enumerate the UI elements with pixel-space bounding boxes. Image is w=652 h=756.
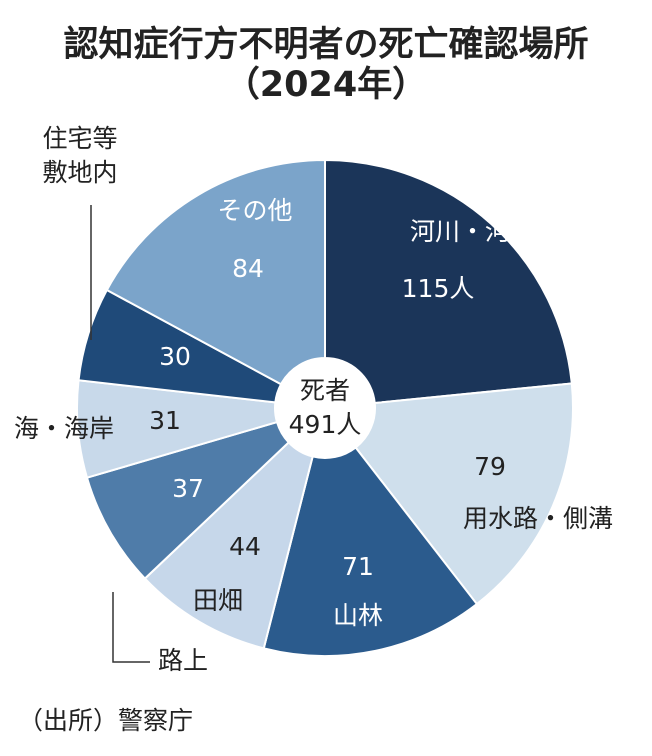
value-label: 30	[159, 342, 191, 371]
value-label: 84	[232, 254, 264, 283]
category-label: その他	[217, 196, 292, 225]
center-label: 死者	[300, 376, 350, 405]
slice	[354, 382, 574, 606]
category-label: 住宅等敷地内	[42, 124, 117, 187]
value-label: 79	[474, 452, 506, 481]
chart-subtitle: （2024年）	[225, 65, 427, 105]
donut	[76, 158, 574, 657]
value-label: 115人	[402, 274, 475, 303]
category-label: 用水路・側溝	[463, 504, 613, 533]
source: （出所）警察庁	[18, 706, 193, 735]
value-label: 44	[229, 532, 261, 561]
value-label: 31	[149, 406, 181, 435]
chart-title: 認知症行方不明者の死亡確認場所	[63, 25, 588, 65]
center-label: 491人	[289, 410, 362, 439]
value-label: 71	[342, 552, 374, 581]
leader-line	[112, 592, 150, 663]
slice	[324, 158, 573, 405]
category-label: 田畑	[193, 586, 243, 615]
slice	[105, 158, 326, 386]
slice	[262, 446, 479, 657]
category-label: 路上	[158, 646, 208, 675]
category-label: 海・海岸	[14, 414, 114, 443]
slice	[143, 440, 314, 650]
category-label: 河川・河川敷	[410, 217, 560, 246]
value-label: 37	[172, 474, 204, 503]
category-label: 山林	[333, 601, 383, 630]
